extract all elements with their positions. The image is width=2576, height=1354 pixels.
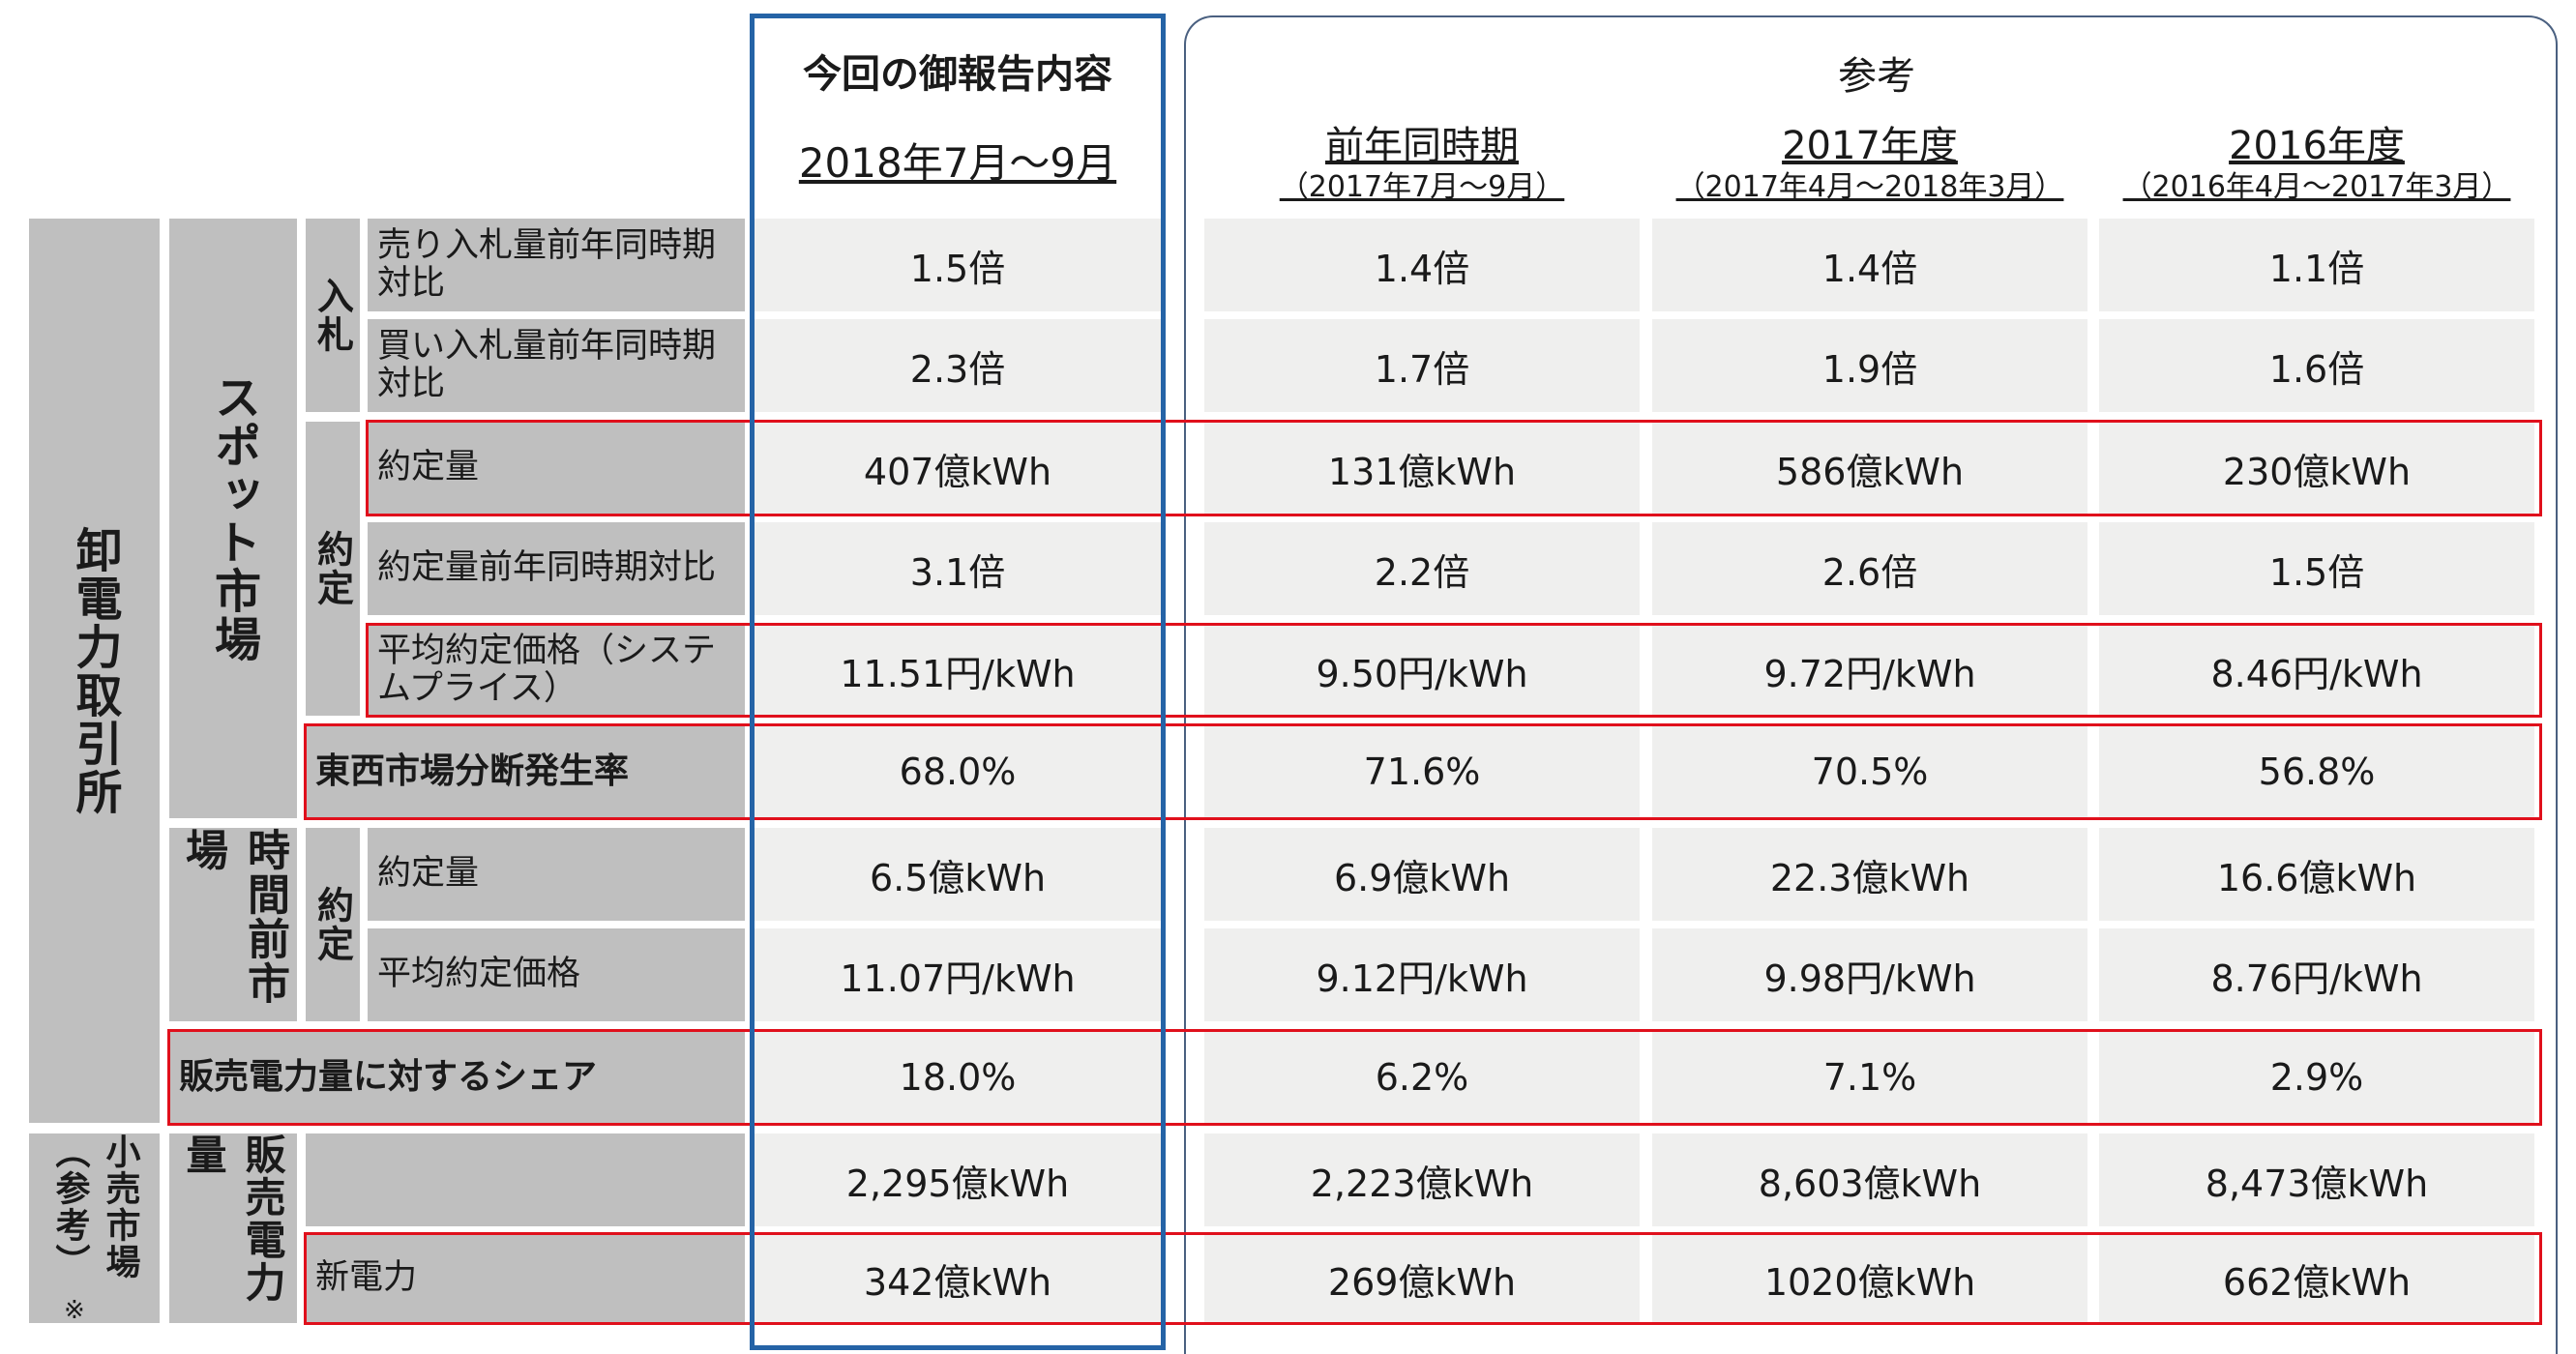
- value-cell: 6.2%: [1204, 1031, 1640, 1124]
- value-cell: 11.51円/kWh: [755, 625, 1161, 716]
- value-cell: 56.8%: [2099, 725, 2534, 818]
- col-fy2017-title: 2017年度: [1782, 124, 1958, 168]
- value-cell: 1.5倍: [755, 219, 1161, 311]
- highlight-contract-volume: [366, 420, 2542, 516]
- value-cell: 662億kWh: [2099, 1234, 2534, 1323]
- group-retail-market: 小売市場（参考）: [29, 1133, 160, 1323]
- reference-bracket: [1184, 15, 2558, 1354]
- group-bid: 入札: [306, 219, 360, 412]
- value-cell: 2.9%: [2099, 1031, 2534, 1124]
- highlight-system-price: [366, 623, 2542, 718]
- row-label-intraday-price: 平均約定価格: [368, 928, 745, 1021]
- value-cell: 6.5億kWh: [755, 828, 1161, 921]
- value-cell: 1.6倍: [2099, 319, 2534, 412]
- value-cell: 9.50円/kWh: [1204, 625, 1640, 716]
- row-label-buy-bid: 買い入札量前年同時期対比: [368, 319, 745, 412]
- value-cell: 68.0%: [755, 725, 1161, 818]
- col-fy2016-sub: （2016年4月～2017年3月）: [2122, 170, 2511, 204]
- value-cell: 2,223億kWh: [1204, 1133, 1640, 1226]
- value-cell: 8.76円/kWh: [2099, 928, 2534, 1021]
- value-cell: 9.98円/kWh: [1652, 928, 2087, 1021]
- value-cell: 1.1倍: [2099, 219, 2534, 311]
- group-spot-market: スポット市場: [169, 219, 297, 818]
- col-fy2016-title: 2016年度: [2229, 124, 2405, 168]
- value-cell: 11.07円/kWh: [755, 928, 1161, 1021]
- value-cell: 3.1倍: [755, 522, 1161, 615]
- reference-title: 参考: [1838, 54, 1915, 99]
- value-cell: 131億kWh: [1204, 422, 1640, 515]
- group-intraday-market: 時間前市場: [169, 828, 297, 1021]
- row-label-intraday-volume: 約定量: [368, 828, 745, 921]
- highlight-market-split: [304, 723, 2542, 820]
- value-cell: 6.9億kWh: [1204, 828, 1640, 921]
- col-prev-year-title: 前年同時期: [1325, 124, 1519, 168]
- value-cell: 18.0%: [755, 1031, 1161, 1124]
- row-label-system-price: 平均約定価格（システムプライス）: [368, 625, 745, 716]
- row-label-sales-total: [306, 1133, 745, 1226]
- value-cell: 1.7倍: [1204, 319, 1640, 412]
- highlight-new-power: [304, 1232, 2542, 1325]
- col-prev-year-sub: （2017年7月～9月）: [1279, 170, 1565, 204]
- value-cell: 8.46円/kWh: [2099, 625, 2534, 716]
- value-cell: 8,603億kWh: [1652, 1133, 2087, 1226]
- row-label-contract-yoy: 約定量前年同時期対比: [368, 522, 745, 615]
- value-cell: 1.9倍: [1652, 319, 2087, 412]
- group-jepx: 卸電力取引所: [29, 219, 160, 1123]
- current-period-frame: [750, 14, 1166, 1350]
- value-cell: 230億kWh: [2099, 422, 2534, 515]
- group-sales-volume: 販売電力量: [169, 1133, 297, 1323]
- highlight-share: [167, 1029, 2542, 1126]
- current-period-range: 2018年7月～9月: [798, 139, 1117, 187]
- value-cell: 7.1%: [1652, 1031, 2087, 1124]
- value-cell: 1.5倍: [2099, 522, 2534, 615]
- group-intraday-contract: 約定: [306, 828, 360, 1021]
- value-cell: 71.6%: [1204, 725, 1640, 818]
- row-label-share: 販売電力量に対するシェア: [169, 1031, 745, 1124]
- value-cell: 2,295億kWh: [755, 1133, 1161, 1226]
- value-cell: 1.4倍: [1204, 219, 1640, 311]
- group-contract: 約定: [306, 422, 360, 716]
- col-fy2017-sub: （2017年4月～2018年3月）: [1675, 170, 2064, 204]
- value-cell: 9.12円/kWh: [1204, 928, 1640, 1021]
- value-cell: 269億kWh: [1204, 1234, 1640, 1323]
- value-cell: 2.6倍: [1652, 522, 2087, 615]
- value-cell: 8,473億kWh: [2099, 1133, 2534, 1226]
- value-cell: 22.3億kWh: [1652, 828, 2087, 921]
- row-label-contract-volume: 約定量: [368, 422, 745, 515]
- value-cell: 342億kWh: [755, 1234, 1161, 1323]
- row-label-new-power: 新電力: [306, 1234, 745, 1323]
- value-cell: 9.72円/kWh: [1652, 625, 2087, 716]
- value-cell: 2.3倍: [755, 319, 1161, 412]
- value-cell: 2.2倍: [1204, 522, 1640, 615]
- value-cell: 407億kWh: [755, 422, 1161, 515]
- value-cell: 1020億kWh: [1652, 1234, 2087, 1323]
- value-cell: 1.4倍: [1652, 219, 2087, 311]
- value-cell: 70.5%: [1652, 725, 2087, 818]
- row-label-sell-bid: 売り入札量前年同時期対比: [368, 219, 745, 311]
- row-label-market-split: 東西市場分断発生率: [306, 725, 745, 818]
- value-cell: 16.6億kWh: [2099, 828, 2534, 921]
- value-cell: 586億kWh: [1652, 422, 2087, 515]
- retail-note-mark: ※: [64, 1296, 85, 1325]
- current-period-title: 今回の御報告内容: [803, 52, 1112, 97]
